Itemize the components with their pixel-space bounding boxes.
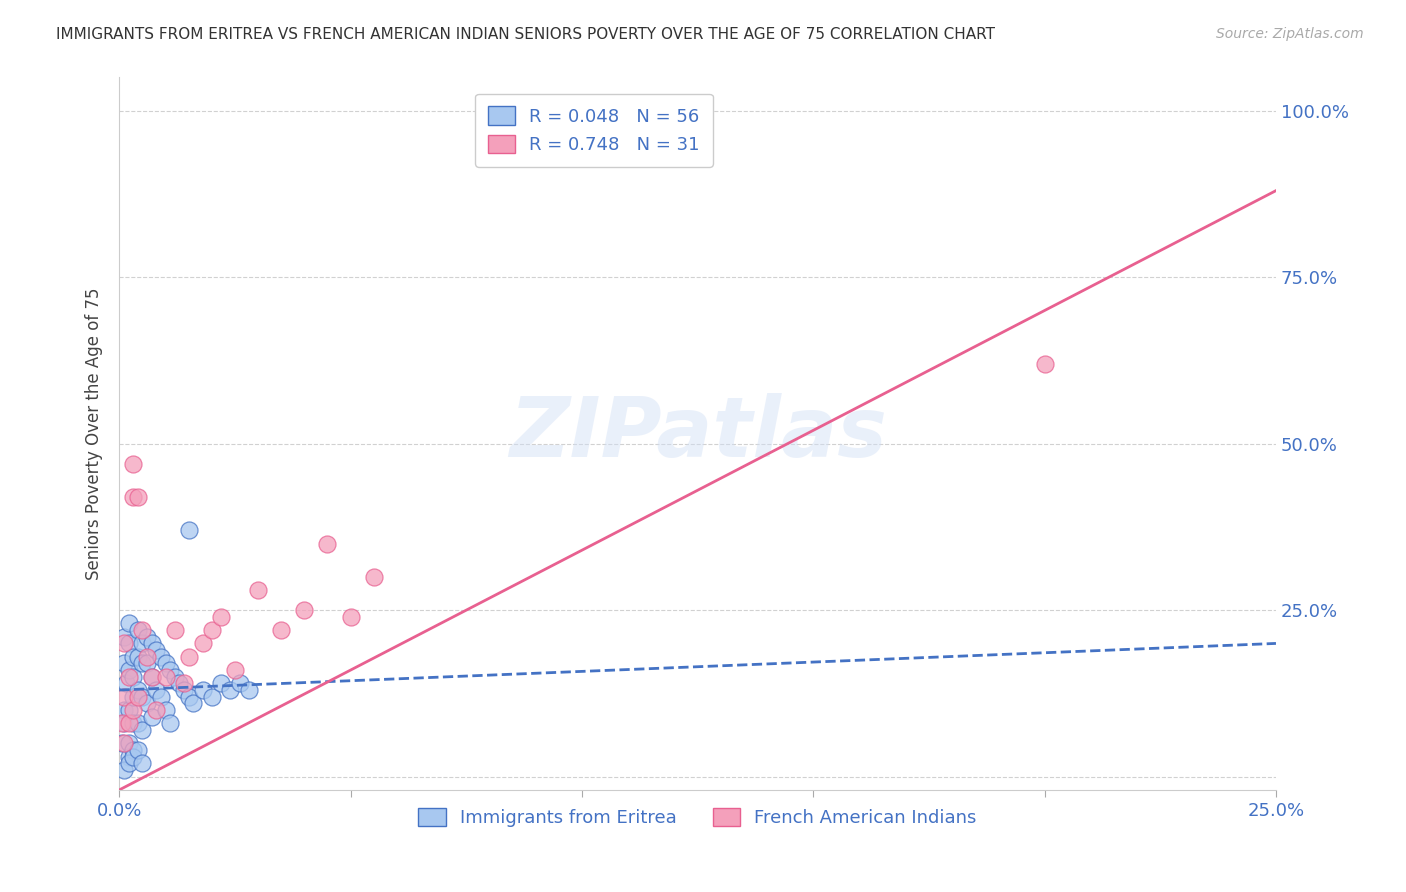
Point xyxy=(131,723,153,737)
Point xyxy=(136,697,159,711)
Point xyxy=(131,623,153,637)
Point xyxy=(155,670,177,684)
Point xyxy=(292,603,315,617)
Point xyxy=(127,690,149,704)
Point xyxy=(122,749,145,764)
Point xyxy=(270,623,292,637)
Point xyxy=(110,716,132,731)
Point xyxy=(163,623,186,637)
Point xyxy=(617,103,640,118)
Point xyxy=(117,616,139,631)
Point xyxy=(141,636,163,650)
Point xyxy=(122,703,145,717)
Text: IMMIGRANTS FROM ERITREA VS FRENCH AMERICAN INDIAN SENIORS POVERTY OVER THE AGE O: IMMIGRANTS FROM ERITREA VS FRENCH AMERIC… xyxy=(56,27,995,42)
Point xyxy=(131,657,153,671)
Point xyxy=(145,703,167,717)
Point xyxy=(191,683,214,698)
Point xyxy=(145,683,167,698)
Point xyxy=(209,676,232,690)
Point xyxy=(155,657,177,671)
Point xyxy=(149,649,172,664)
Point xyxy=(127,683,149,698)
Point xyxy=(177,649,200,664)
Point xyxy=(110,736,132,750)
Point xyxy=(363,570,385,584)
Point xyxy=(224,663,246,677)
Point xyxy=(228,676,250,690)
Point xyxy=(339,609,361,624)
Point xyxy=(149,690,172,704)
Y-axis label: Seniors Poverty Over the Age of 75: Seniors Poverty Over the Age of 75 xyxy=(86,287,103,580)
Point xyxy=(316,536,339,550)
Point xyxy=(177,523,200,537)
Point xyxy=(136,630,159,644)
Point xyxy=(117,756,139,771)
Point xyxy=(112,716,135,731)
Point xyxy=(117,716,139,731)
Point xyxy=(127,716,149,731)
Text: Source: ZipAtlas.com: Source: ZipAtlas.com xyxy=(1216,27,1364,41)
Point xyxy=(122,649,145,664)
Point xyxy=(201,623,224,637)
Point xyxy=(122,716,145,731)
Point xyxy=(141,709,163,723)
Point xyxy=(159,716,181,731)
Point xyxy=(177,690,200,704)
Point xyxy=(122,670,145,684)
Point xyxy=(122,490,145,504)
Point xyxy=(173,676,195,690)
Point xyxy=(238,683,260,698)
Point xyxy=(117,749,139,764)
Point xyxy=(117,663,139,677)
Point xyxy=(117,670,139,684)
Point xyxy=(115,676,138,690)
Point xyxy=(117,703,139,717)
Point xyxy=(209,609,232,624)
Point xyxy=(112,736,135,750)
Point xyxy=(201,690,224,704)
Point xyxy=(131,756,153,771)
Point xyxy=(1033,357,1056,371)
Point xyxy=(141,670,163,684)
Point xyxy=(159,663,181,677)
Point xyxy=(112,703,135,717)
Point xyxy=(122,743,145,757)
Text: ZIPatlas: ZIPatlas xyxy=(509,393,887,475)
Point xyxy=(145,643,167,657)
Point xyxy=(169,676,191,690)
Point xyxy=(122,690,145,704)
Point xyxy=(127,743,149,757)
Point xyxy=(112,690,135,704)
Point xyxy=(127,490,149,504)
Point xyxy=(181,697,204,711)
Point xyxy=(141,670,163,684)
Point xyxy=(155,703,177,717)
Point xyxy=(191,636,214,650)
Point xyxy=(173,683,195,698)
Point xyxy=(117,636,139,650)
Point xyxy=(117,736,139,750)
Point xyxy=(112,657,135,671)
Point xyxy=(136,657,159,671)
Point xyxy=(127,649,149,664)
Point xyxy=(112,763,135,777)
Point xyxy=(112,636,135,650)
Point xyxy=(136,649,159,664)
Point xyxy=(131,690,153,704)
Point xyxy=(131,636,153,650)
Point xyxy=(127,623,149,637)
Point xyxy=(112,630,135,644)
Point xyxy=(219,683,242,698)
Point xyxy=(122,457,145,471)
Point xyxy=(163,670,186,684)
Legend: Immigrants from Eritrea, French American Indians: Immigrants from Eritrea, French American… xyxy=(411,800,984,834)
Point xyxy=(247,583,270,598)
